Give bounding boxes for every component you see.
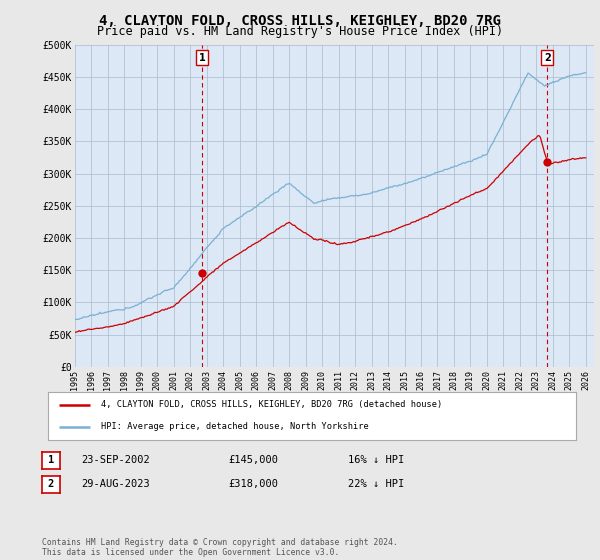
Text: 16% ↓ HPI: 16% ↓ HPI xyxy=(348,455,404,465)
Text: 29-AUG-2023: 29-AUG-2023 xyxy=(81,479,150,489)
Text: 4, CLAYTON FOLD, CROSS HILLS, KEIGHLEY, BD20 7RG (detached house): 4, CLAYTON FOLD, CROSS HILLS, KEIGHLEY, … xyxy=(101,400,442,409)
Text: Price paid vs. HM Land Registry's House Price Index (HPI): Price paid vs. HM Land Registry's House … xyxy=(97,25,503,38)
Text: Contains HM Land Registry data © Crown copyright and database right 2024.
This d: Contains HM Land Registry data © Crown c… xyxy=(42,538,398,557)
Text: 1: 1 xyxy=(48,455,54,465)
Text: HPI: Average price, detached house, North Yorkshire: HPI: Average price, detached house, Nort… xyxy=(101,422,368,431)
Text: 23-SEP-2002: 23-SEP-2002 xyxy=(81,455,150,465)
Text: 2: 2 xyxy=(48,479,54,489)
Text: £318,000: £318,000 xyxy=(228,479,278,489)
Text: 1: 1 xyxy=(199,53,206,63)
Text: 22% ↓ HPI: 22% ↓ HPI xyxy=(348,479,404,489)
Text: 2: 2 xyxy=(544,53,551,63)
Text: 4, CLAYTON FOLD, CROSS HILLS, KEIGHLEY, BD20 7RG: 4, CLAYTON FOLD, CROSS HILLS, KEIGHLEY, … xyxy=(99,14,501,28)
Text: £145,000: £145,000 xyxy=(228,455,278,465)
